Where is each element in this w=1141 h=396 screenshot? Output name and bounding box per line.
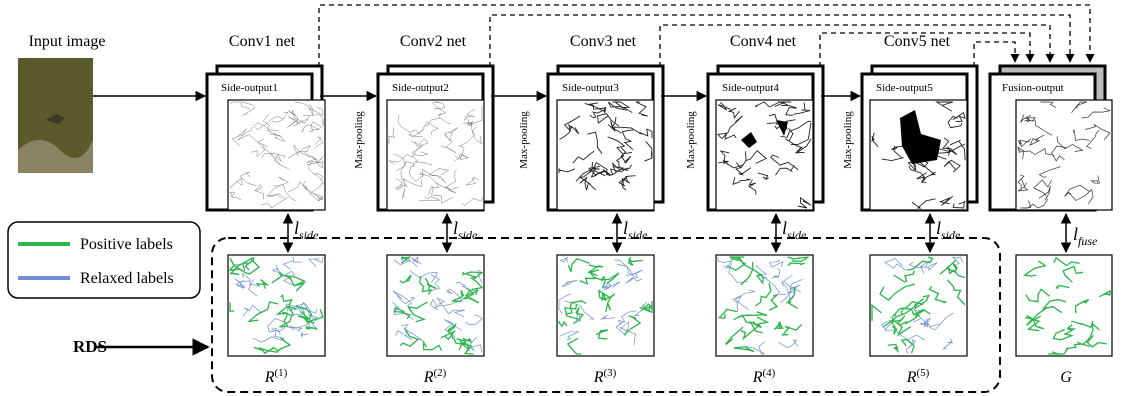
stage-name: Conv3 net bbox=[570, 33, 637, 50]
result-sup: (1) bbox=[274, 367, 287, 379]
fusion-label: Fusion-output bbox=[1002, 82, 1064, 94]
ground-truth-label: G bbox=[1060, 369, 1072, 386]
side-output-map bbox=[557, 100, 654, 210]
result-base: R bbox=[593, 369, 604, 386]
input-label: Input image bbox=[29, 33, 106, 50]
diagram: Input image RDS Conv1 netSide-output1Max… bbox=[0, 0, 1141, 396]
side-output-label: Side-output2 bbox=[392, 82, 449, 94]
loss-sub: fuse bbox=[1078, 234, 1098, 248]
result-base: R bbox=[752, 369, 763, 386]
legend-label: Relaxed labels bbox=[80, 270, 174, 287]
fusion-map bbox=[1016, 100, 1112, 210]
side-output-label: Side-output5 bbox=[876, 82, 933, 94]
pooling-label: Max-pooling bbox=[518, 111, 530, 169]
math-label: R(3) bbox=[593, 367, 617, 386]
loss-sub: side bbox=[458, 228, 478, 242]
math-label: R(5) bbox=[906, 367, 930, 386]
loss-sub: side bbox=[628, 228, 648, 242]
pooling-label: Max-pooling bbox=[842, 111, 854, 169]
stage-name: Conv5 net bbox=[884, 33, 951, 50]
result-base: R bbox=[264, 369, 275, 386]
stage-name: Conv4 net bbox=[730, 33, 797, 50]
result-base: R bbox=[906, 369, 917, 386]
math-label: lfuse bbox=[1073, 224, 1098, 248]
stage-name: Conv1 net bbox=[229, 33, 296, 50]
result-sup: (3) bbox=[603, 367, 616, 379]
result-sup: (2) bbox=[433, 367, 446, 379]
side-output-map bbox=[716, 100, 813, 210]
loss-sub: side bbox=[941, 228, 961, 242]
pooling-label: Max-pooling bbox=[685, 111, 697, 169]
loss-sub: side bbox=[787, 228, 807, 242]
math-label: lside bbox=[782, 218, 807, 242]
side-output-label: Side-output3 bbox=[562, 82, 619, 94]
math-label: R(4) bbox=[752, 367, 776, 386]
side-output-label: Side-output4 bbox=[722, 82, 779, 94]
result-sup: (4) bbox=[762, 367, 775, 379]
pooling-label: Max-pooling bbox=[353, 111, 365, 169]
math-label: R(2) bbox=[423, 367, 447, 386]
loss-sub: side bbox=[299, 228, 319, 242]
side-output-label: Side-output1 bbox=[221, 82, 278, 94]
math-label: lside bbox=[623, 218, 648, 242]
result-sup: (5) bbox=[916, 367, 929, 379]
result-base: R bbox=[423, 369, 434, 386]
math-label: lside bbox=[936, 218, 961, 242]
math-label: R(1) bbox=[264, 367, 288, 386]
legend-label: Positive labels bbox=[80, 236, 173, 253]
stage-name: Conv2 net bbox=[400, 33, 467, 50]
